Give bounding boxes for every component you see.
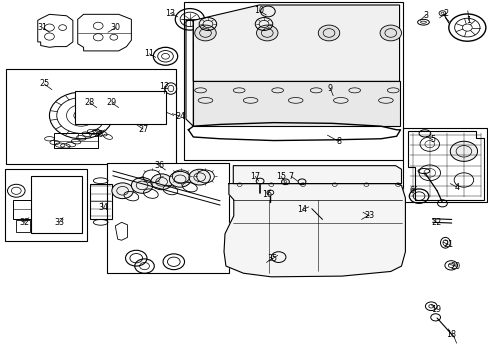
Bar	[90, 184, 112, 220]
Text: 12: 12	[159, 82, 169, 91]
Text: 32: 32	[19, 218, 29, 227]
Text: 20: 20	[449, 262, 460, 271]
Circle shape	[379, 25, 401, 41]
Text: 25: 25	[39, 80, 49, 89]
Text: 33: 33	[54, 218, 64, 227]
Text: 10: 10	[254, 6, 264, 15]
Bar	[107, 163, 228, 273]
Bar	[183, 3, 402, 160]
Text: 14: 14	[297, 205, 307, 214]
Circle shape	[131, 177, 153, 193]
Bar	[31, 176, 82, 233]
Text: 4: 4	[454, 183, 459, 192]
Polygon shape	[224, 184, 405, 277]
Text: 19: 19	[430, 305, 440, 314]
Text: 18: 18	[446, 330, 455, 339]
Text: 7: 7	[288, 172, 293, 181]
Text: 34: 34	[98, 203, 108, 212]
Text: 23: 23	[364, 211, 374, 220]
Polygon shape	[193, 81, 399, 126]
Text: 21: 21	[442, 240, 452, 249]
Text: 6: 6	[408, 186, 413, 195]
Bar	[16, 220, 30, 232]
Text: 2: 2	[443, 9, 447, 18]
Text: 27: 27	[138, 125, 148, 134]
Circle shape	[169, 171, 190, 187]
Bar	[54, 134, 98, 148]
Bar	[80, 95, 105, 121]
Polygon shape	[193, 5, 399, 81]
Text: 9: 9	[327, 84, 332, 93]
Text: 15: 15	[275, 172, 285, 181]
Circle shape	[188, 169, 210, 185]
Text: 5: 5	[429, 135, 434, 144]
Bar	[75, 91, 165, 125]
Text: 8: 8	[335, 137, 341, 146]
Circle shape	[449, 141, 477, 161]
Text: 35: 35	[266, 255, 277, 264]
Circle shape	[256, 25, 277, 41]
Text: 24: 24	[175, 112, 185, 121]
Text: 16: 16	[262, 190, 272, 199]
Bar	[4, 168, 87, 241]
Circle shape	[318, 25, 339, 41]
Text: 11: 11	[144, 49, 154, 58]
Polygon shape	[233, 166, 401, 184]
Text: 36: 36	[154, 161, 164, 170]
Text: 30: 30	[111, 23, 121, 32]
Text: 31: 31	[38, 23, 47, 32]
Text: 17: 17	[250, 172, 260, 181]
Circle shape	[112, 183, 133, 199]
Text: 29: 29	[106, 98, 117, 107]
Text: 1: 1	[466, 16, 470, 25]
Text: 22: 22	[430, 218, 441, 227]
Text: 28: 28	[85, 98, 95, 107]
Text: 13: 13	[165, 9, 175, 18]
Text: 3: 3	[423, 10, 427, 19]
Bar	[402, 128, 487, 202]
Bar	[5, 69, 176, 164]
Bar	[13, 200, 32, 220]
Circle shape	[151, 174, 172, 190]
Text: 26: 26	[93, 130, 103, 139]
Circle shape	[194, 25, 216, 41]
